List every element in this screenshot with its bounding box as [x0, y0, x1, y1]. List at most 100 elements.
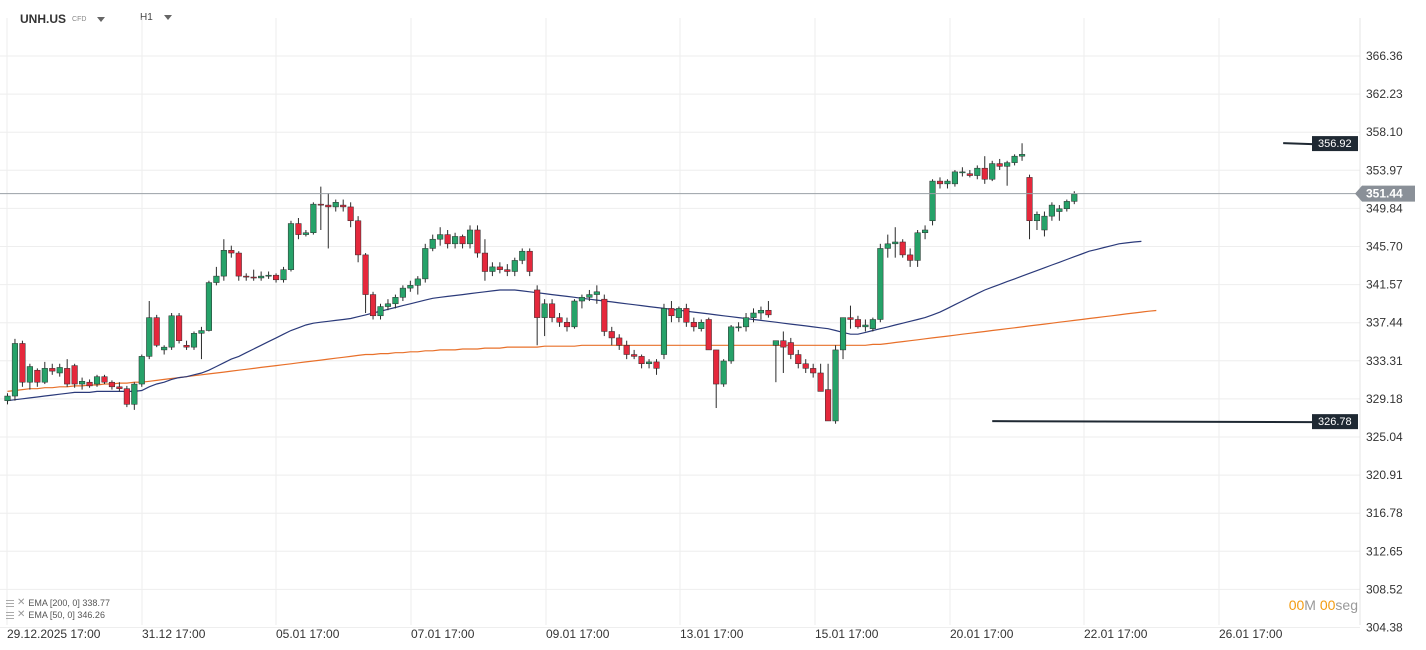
candle-body	[922, 229, 929, 234]
candle	[526, 248, 533, 277]
candle-body	[757, 309, 765, 314]
candle-body	[79, 381, 86, 385]
candle	[377, 303, 384, 320]
candle	[101, 374, 108, 385]
y-tick-label: 333.31	[1366, 354, 1403, 368]
candle-body	[287, 223, 295, 270]
candle	[698, 319, 705, 332]
candles-group	[4, 143, 1078, 424]
candle-body	[474, 229, 481, 254]
y-tick-label: 349.84	[1366, 201, 1403, 215]
candle-body	[26, 366, 33, 383]
candle-body	[810, 368, 817, 374]
candle-body	[578, 297, 585, 302]
candle	[922, 225, 929, 240]
x-tick-label: 26.01 17:00	[1219, 627, 1283, 641]
candle-body	[444, 234, 451, 245]
candle-body	[161, 346, 168, 351]
candle-body	[713, 349, 720, 385]
candle-body	[646, 361, 653, 365]
candle	[86, 379, 93, 388]
candle	[549, 299, 556, 323]
candle	[571, 299, 578, 329]
candle-body	[504, 269, 511, 272]
indicator-settings-icon[interactable]	[6, 599, 14, 607]
legend-label: EMA [50, 0] 346.26	[28, 610, 105, 620]
legend-item-ema50: ✕ EMA [50, 0] 346.26	[6, 609, 110, 621]
candle-body	[213, 275, 220, 283]
timeframe-selector[interactable]: H1	[140, 12, 172, 23]
y-tick-label: 353.97	[1366, 163, 1403, 177]
candle	[168, 313, 175, 350]
candle	[265, 271, 272, 279]
close-icon[interactable]: ✕	[17, 609, 26, 620]
candle-body	[549, 303, 556, 318]
y-tick-label: 329.18	[1366, 392, 1403, 406]
candle-body	[437, 234, 444, 240]
candle	[220, 239, 227, 281]
candle-body	[183, 345, 190, 348]
candle-body	[563, 321, 571, 328]
candle	[459, 234, 466, 249]
candle-body	[929, 180, 936, 222]
candle-body	[273, 274, 280, 281]
candle-body	[325, 204, 332, 208]
candle-body	[996, 163, 1003, 167]
candle	[862, 319, 869, 332]
candle-body	[108, 381, 115, 388]
candle	[825, 363, 832, 422]
candle	[504, 264, 511, 277]
candle	[765, 301, 772, 318]
y-tick-label: 358.10	[1366, 125, 1403, 139]
candle-body	[907, 254, 914, 261]
candle	[817, 363, 824, 392]
candle	[79, 377, 86, 390]
candle-body	[429, 238, 436, 249]
candle	[578, 294, 585, 309]
candle	[422, 243, 429, 283]
candle	[205, 280, 212, 332]
candle	[795, 349, 802, 369]
close-icon[interactable]: ✕	[17, 597, 26, 608]
x-tick-label: 13.01 17:00	[680, 627, 744, 641]
candle-body	[668, 308, 675, 317]
candle-body	[884, 243, 891, 249]
symbol-selector[interactable]: UNH.US CFD	[20, 12, 106, 26]
candle-body	[526, 250, 533, 272]
candle	[1041, 211, 1048, 237]
candle	[452, 232, 459, 249]
candle	[728, 325, 735, 364]
candle-body	[481, 252, 488, 272]
level-label: 356.92	[1318, 138, 1352, 150]
level-tag	[1312, 414, 1358, 430]
candle-body	[631, 354, 638, 357]
candle	[474, 225, 481, 258]
candle	[713, 349, 720, 409]
candle	[466, 225, 474, 249]
candle-body	[56, 367, 63, 374]
y-tick-label: 316.78	[1366, 506, 1403, 520]
candle	[839, 317, 847, 360]
candle	[966, 170, 973, 178]
candle	[586, 289, 593, 302]
candle	[414, 276, 421, 295]
candle-body	[496, 266, 503, 270]
candle-body	[877, 248, 884, 320]
timeframe-label: H1	[140, 12, 153, 23]
candle-body	[362, 254, 369, 295]
indicator-settings-icon[interactable]	[6, 611, 14, 619]
candle	[34, 368, 41, 387]
candle	[243, 273, 250, 281]
x-tick-label: 09.01 17:00	[546, 627, 610, 641]
legend-label: EMA [200, 0] 338.77	[28, 598, 110, 608]
candle	[675, 306, 682, 323]
countdown-minutes: 00	[1288, 597, 1305, 613]
candle	[646, 359, 653, 369]
candle-body	[1019, 154, 1026, 157]
candle-body	[228, 250, 235, 254]
candle	[660, 303, 668, 360]
candle	[884, 234, 891, 258]
candle-body	[959, 171, 966, 174]
candle-body	[765, 309, 772, 316]
